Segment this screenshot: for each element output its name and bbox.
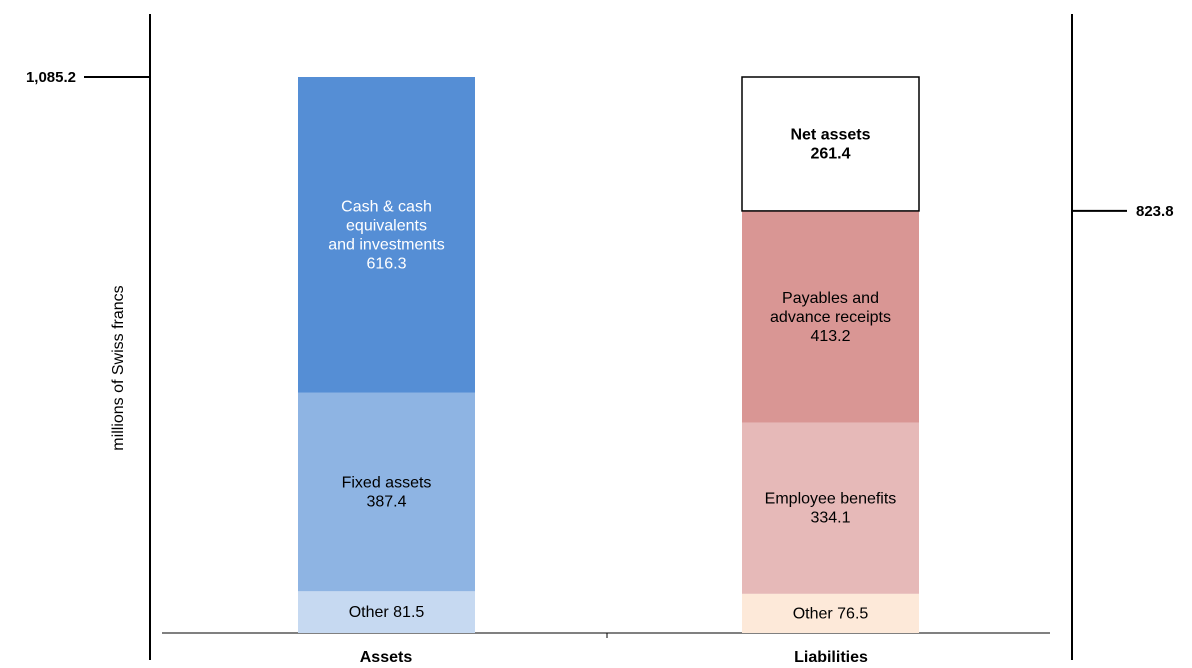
segment-label: advance receipts	[770, 309, 891, 326]
segment-label: 261.4	[810, 145, 850, 162]
bar-segment-1-1	[742, 422, 919, 594]
category-label: Liabilities	[794, 649, 868, 666]
bar-segment-0-1	[298, 392, 475, 592]
total-label: 1,085.2	[26, 69, 76, 86]
segment-label: equivalents	[346, 217, 427, 234]
segment-label: and investments	[328, 236, 445, 253]
segment-label: Fixed assets	[342, 475, 432, 492]
total-label: 823.8	[1136, 203, 1174, 220]
segment-label: 334.1	[810, 510, 850, 527]
bar-segment-1-2	[742, 210, 919, 423]
bar-segment-0-0	[298, 591, 475, 633]
segment-label: Net assets	[790, 126, 870, 143]
bar-segment-1-0	[742, 593, 919, 633]
bar-segment-0-2	[298, 77, 475, 393]
segment-label: Other 76.5	[793, 605, 869, 622]
segment-label: Other 81.5	[349, 604, 425, 621]
segment-label: 413.2	[810, 328, 850, 345]
segment-label: 387.4	[366, 494, 406, 511]
segment-label: Payables and	[782, 290, 879, 307]
segment-label: Cash & cash	[341, 198, 432, 215]
segment-label: Employee benefits	[765, 491, 897, 508]
bar-segment-1-3	[741, 76, 920, 212]
category-label: Assets	[360, 649, 413, 666]
segment-label: 616.3	[366, 255, 406, 272]
y-axis-label: millions of Swiss francs	[110, 285, 127, 450]
